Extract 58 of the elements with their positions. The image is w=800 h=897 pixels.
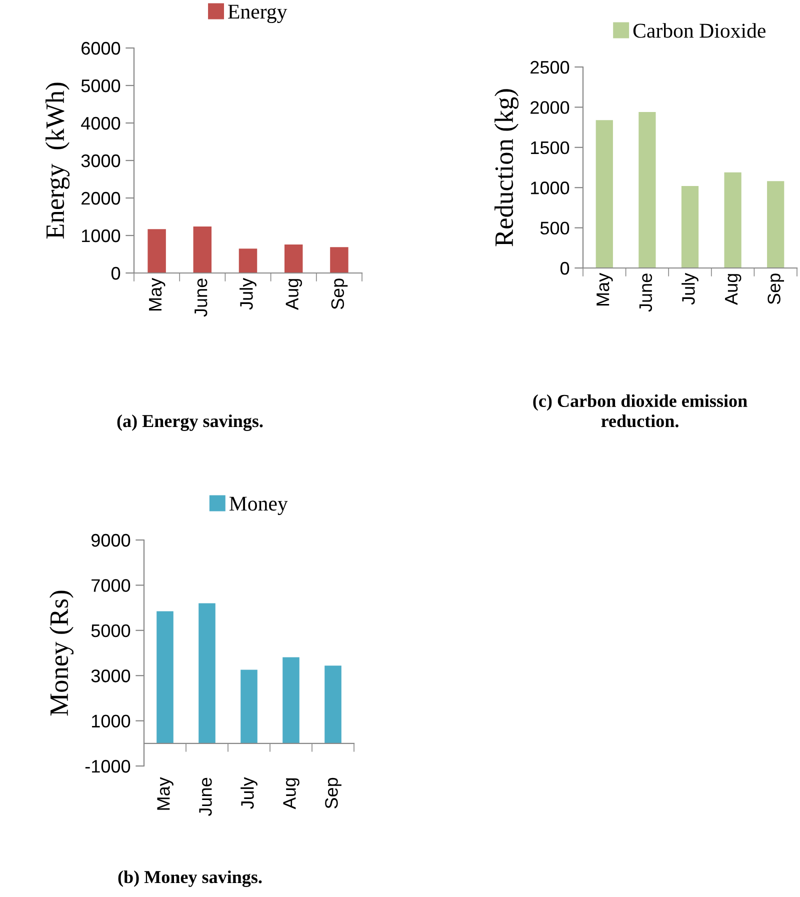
bar bbox=[681, 186, 699, 268]
x-tick-label: May bbox=[596, 272, 613, 306]
x-tick-label: Sep bbox=[325, 778, 342, 808]
y-tick-label: 500 bbox=[540, 222, 570, 235]
y-axis-title: Money (Rs) bbox=[50, 590, 74, 716]
bar bbox=[596, 120, 613, 268]
y-tick-label: -1000 bbox=[85, 760, 130, 773]
y-tick-label: 9000 bbox=[91, 534, 130, 547]
y-tick-label: 6000 bbox=[82, 42, 120, 55]
bar bbox=[282, 657, 300, 744]
y-tick-label: 5000 bbox=[81, 79, 120, 92]
x-tick-label: Sep bbox=[331, 278, 348, 310]
x-tick-label: July bbox=[240, 777, 258, 809]
y-tick-label: 2500 bbox=[530, 60, 570, 74]
x-tick-label: Aug bbox=[725, 274, 742, 305]
y-tick-label: 1000 bbox=[82, 229, 120, 242]
bar bbox=[767, 181, 784, 268]
bar bbox=[148, 229, 166, 273]
x-tick-label: May bbox=[157, 777, 174, 810]
x-tick-label: Aug bbox=[283, 778, 300, 810]
x-tick-label: June bbox=[199, 778, 212, 816]
y-tick-label: 3000 bbox=[81, 154, 120, 168]
text: (b) Money savings. bbox=[118, 870, 262, 887]
y-tick-label: 1000 bbox=[92, 714, 130, 728]
bar bbox=[156, 611, 174, 744]
y-tick-label: 3000 bbox=[91, 670, 130, 682]
y-axis-title: Energy (kWh) bbox=[46, 82, 70, 239]
bar bbox=[193, 226, 212, 273]
text: (c) Carbon dioxide emission reduction. bbox=[533, 394, 748, 428]
y-tick-label: 0 bbox=[560, 262, 570, 275]
legend-label: Carbon Dioxide bbox=[633, 23, 766, 38]
bar bbox=[238, 248, 258, 273]
y-axis-title: Reduction (kg) bbox=[494, 89, 519, 246]
bar bbox=[284, 244, 303, 273]
legend-label: Money bbox=[229, 496, 288, 515]
y-tick-label: 4000 bbox=[81, 116, 120, 130]
x-tick-label: June bbox=[639, 274, 652, 312]
text: (a) Energy savings. bbox=[117, 414, 263, 431]
y-tick-label: 2000 bbox=[530, 101, 570, 114]
y-tick-label: 1500 bbox=[531, 141, 570, 154]
y-tick-label: 0 bbox=[111, 266, 120, 280]
y-tick-label: 7000 bbox=[92, 579, 130, 592]
x-tick-label: June bbox=[194, 278, 208, 317]
y-tick-label: 5000 bbox=[91, 624, 130, 638]
bar bbox=[724, 172, 742, 268]
x-tick-label: July bbox=[240, 278, 256, 310]
bar bbox=[240, 670, 258, 744]
bar bbox=[638, 112, 656, 268]
x-tick-label: July bbox=[682, 272, 698, 305]
legend-label: Energy bbox=[228, 4, 288, 23]
y-tick-label: 2000 bbox=[82, 192, 120, 205]
x-tick-label: Aug bbox=[286, 279, 302, 310]
bar bbox=[324, 666, 342, 744]
bar bbox=[198, 603, 216, 744]
bar bbox=[330, 247, 348, 273]
x-tick-label: Sep bbox=[768, 274, 784, 304]
x-tick-label: May bbox=[149, 278, 166, 310]
y-tick-label: 1000 bbox=[531, 182, 570, 194]
